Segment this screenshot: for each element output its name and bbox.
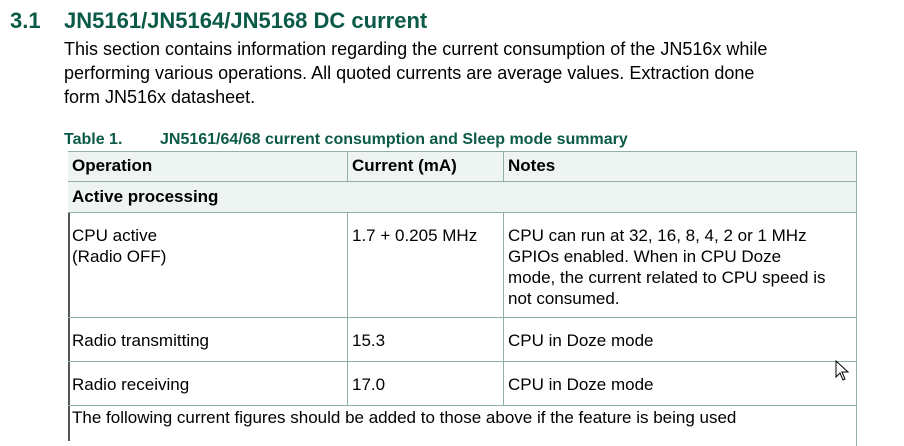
table-row: CPU active (Radio OFF) 1.7 + 0.205 MHz CPU … bbox=[68, 212, 857, 318]
table-row: Active processing bbox=[68, 181, 857, 213]
section-number: 3.1 bbox=[10, 8, 41, 33]
cell-line: Radio receiving bbox=[72, 375, 190, 394]
section-cell: Active processing bbox=[68, 182, 857, 213]
cell-line: (Radio OFF) bbox=[72, 247, 167, 266]
table-cell: CPU can run at 32, 16, 8, 4, 2 or 1 MHz G… bbox=[504, 213, 857, 318]
cell-line: GPIOs enabled. When in CPU Doze bbox=[508, 247, 782, 266]
table-cell: 1.7 + 0.205 MHz bbox=[348, 213, 504, 318]
paragraph-line: form JN516x datasheet. bbox=[64, 87, 256, 107]
cell-line: 1.7 + 0.205 MHz bbox=[352, 226, 478, 245]
table-cell: CPU active (Radio OFF) bbox=[68, 213, 348, 318]
cell-line: not consumed. bbox=[508, 289, 620, 308]
mouse-cursor bbox=[835, 360, 850, 381]
table-caption: JN5161/64/68 current consumption and Sle… bbox=[160, 131, 628, 148]
cell-line: 15.3 bbox=[352, 331, 386, 350]
header-cell: Current (mA) bbox=[348, 152, 504, 182]
table: Operation Current (mA) Notes Active process… bbox=[68, 151, 857, 446]
cell-line: 17.0 bbox=[352, 375, 386, 394]
cell-line: CPU in Doze mode bbox=[508, 331, 654, 350]
note-cell: The following current figures should be … bbox=[68, 406, 857, 446]
table-cell: Radio transmitting bbox=[68, 318, 348, 362]
table-cell: Radio receiving bbox=[68, 362, 348, 406]
header-cell: Notes bbox=[504, 152, 857, 182]
table-cell: CPU in Doze mode bbox=[504, 318, 857, 362]
table-cell: 15.3 bbox=[348, 318, 504, 362]
cell-line: mode, the current related to CPU speed i… bbox=[508, 268, 826, 287]
page: {"section":{"number":"3.1","title":"JN51… bbox=[10, 8, 857, 446]
note-row: The following current figures should be … bbox=[68, 405, 857, 446]
cell-line: CPU in Doze mode bbox=[508, 375, 654, 394]
table-label: Table 1. bbox=[64, 131, 123, 148]
section-title: JN5161/JN5164/JN5168 DC current bbox=[64, 8, 428, 33]
cell-line: CPU active bbox=[72, 226, 158, 245]
cell-line: Radio transmitting bbox=[72, 331, 210, 350]
cell-line: CPU can run at 32, 16, 8, 4, 2 or 1 MHz bbox=[508, 226, 807, 245]
table-cell: CPU in Doze mode bbox=[504, 362, 857, 406]
paragraph: This section contains information regard… bbox=[64, 37, 767, 109]
table-border bbox=[68, 151, 70, 441]
table-row: Radio transmitting 15.3 CPU in Doze mode bbox=[68, 317, 857, 362]
paragraph-line: This section contains information regard… bbox=[64, 39, 768, 59]
table-row: Radio receiving 17.0 CPU in Doze mode bbox=[68, 361, 857, 406]
header-cell: Operation bbox=[68, 152, 348, 182]
paragraph-line: performing various operations. All quote… bbox=[64, 63, 755, 83]
header-row: Operation Current (mA) Notes bbox=[68, 151, 857, 182]
table-cell: 17.0 bbox=[348, 362, 504, 406]
